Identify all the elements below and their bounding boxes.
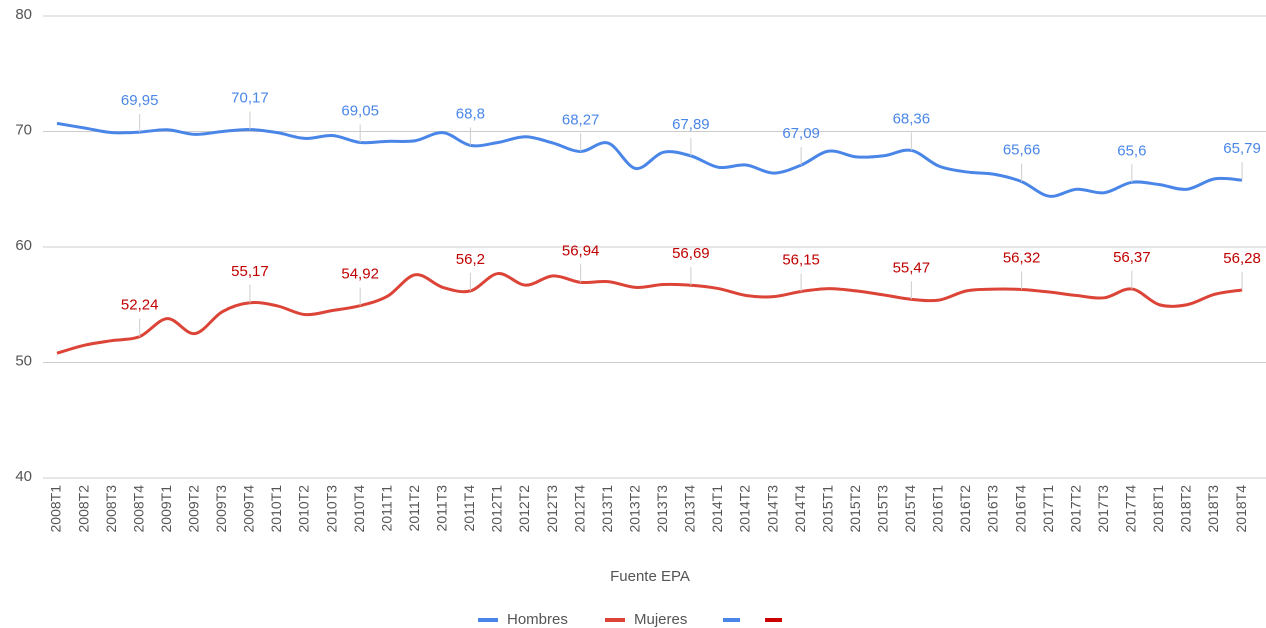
x-tick-label: 2012T1	[489, 485, 505, 533]
y-tick-label: 40	[15, 468, 32, 485]
data-label: 67,09	[782, 125, 820, 142]
x-tick-label: 2017T3	[1095, 485, 1111, 533]
data-label: 56,15	[782, 251, 820, 268]
x-tick-label: 2011T1	[378, 485, 394, 532]
x-tick-label: 2012T4	[571, 485, 587, 533]
x-tick-label: 2010T1	[268, 485, 284, 533]
y-tick-label: 50	[15, 352, 32, 369]
data-label: 56,69	[672, 245, 710, 262]
x-tick-label: 2016T4	[1012, 485, 1028, 533]
y-tick-label: 80	[15, 6, 32, 23]
x-tick-label: 2011T3	[434, 485, 450, 532]
data-label: 65,79	[1223, 140, 1261, 157]
x-tick-label: 2009T1	[158, 485, 174, 533]
legend-swatch	[723, 618, 740, 622]
x-tick-label: 2015T4	[902, 485, 918, 533]
x-tick-label: 2014T4	[792, 485, 808, 533]
legend-swatch	[478, 618, 498, 622]
data-label: 56,2	[456, 251, 485, 268]
x-tick-label: 2018T4	[1233, 485, 1249, 533]
x-tick-label: 2013T2	[626, 485, 642, 533]
data-label: 65,66	[1003, 142, 1041, 159]
x-tick-label: 2012T3	[544, 485, 560, 533]
data-label: 68,27	[562, 111, 600, 128]
data-label: 56,32	[1003, 249, 1041, 266]
x-tick-label: 2008T2	[75, 485, 91, 533]
x-tick-label: 2018T3	[1205, 485, 1221, 533]
x-tick-label: 2008T1	[48, 485, 64, 533]
x-tick-label: 2015T3	[875, 485, 891, 533]
x-tick-label: 2014T2	[737, 485, 753, 533]
y-tick-label: 60	[15, 237, 32, 254]
legend-label: Mujeres	[634, 611, 687, 628]
x-tick-label: 2015T1	[819, 485, 835, 533]
x-tick-label: 2012T2	[516, 485, 532, 533]
data-label: 68,36	[893, 110, 931, 127]
legend-label: Hombres	[507, 611, 568, 628]
x-tick-label: 2017T1	[1040, 485, 1056, 533]
data-label: 56,28	[1223, 250, 1261, 267]
x-tick-label: 2015T2	[847, 485, 863, 533]
x-tick-label: 2013T4	[682, 485, 698, 533]
x-tick-label: 2009T3	[213, 485, 229, 533]
x-tick-label: 2017T2	[1067, 485, 1083, 533]
x-tick-label: 2013T1	[599, 485, 615, 533]
x-tick-label: 2018T2	[1178, 485, 1194, 533]
x-tick-label: 2016T2	[957, 485, 973, 533]
data-label: 56,94	[562, 242, 600, 259]
x-tick-label: 2008T3	[103, 485, 119, 533]
x-tick-label: 2011T4	[461, 485, 477, 532]
x-tick-label: 2009T4	[241, 485, 257, 533]
x-tick-label: 2011T2	[406, 485, 422, 532]
x-tick-label: 2014T3	[764, 485, 780, 533]
data-label: 52,24	[121, 297, 159, 314]
data-label: 69,95	[121, 92, 159, 109]
x-tick-label: 2008T4	[130, 485, 146, 533]
line-series	[56, 121, 1243, 198]
x-tick-label: 2013T3	[654, 485, 670, 533]
data-label: 70,17	[231, 90, 269, 107]
x-tick-label: 2009T2	[186, 485, 202, 533]
x-tick-label: 2018T1	[1150, 485, 1166, 533]
x-tick-label: 2016T1	[930, 485, 946, 533]
line-series	[56, 272, 1243, 355]
data-label: 69,05	[341, 102, 379, 119]
legend-swatch	[765, 618, 782, 622]
x-tick-label: 2010T3	[323, 485, 339, 533]
data-label: 67,89	[672, 116, 710, 133]
data-label: 54,92	[341, 266, 379, 283]
data-label: 68,8	[456, 105, 485, 122]
data-label: 56,37	[1113, 249, 1151, 266]
data-label: 65,6	[1117, 142, 1146, 159]
x-tick-label: 2016T3	[985, 485, 1001, 533]
y-tick-label: 70	[15, 121, 32, 138]
data-label: 55,47	[893, 259, 931, 276]
x-tick-label: 2014T1	[709, 485, 725, 533]
legend-swatch	[605, 618, 625, 622]
x-tick-label: 2017T4	[1123, 485, 1139, 533]
data-label: 55,17	[231, 263, 269, 280]
x-axis-label: Fuente EPA	[610, 568, 690, 585]
x-tick-label: 2010T4	[351, 485, 367, 533]
x-tick-label: 2010T2	[296, 485, 312, 533]
